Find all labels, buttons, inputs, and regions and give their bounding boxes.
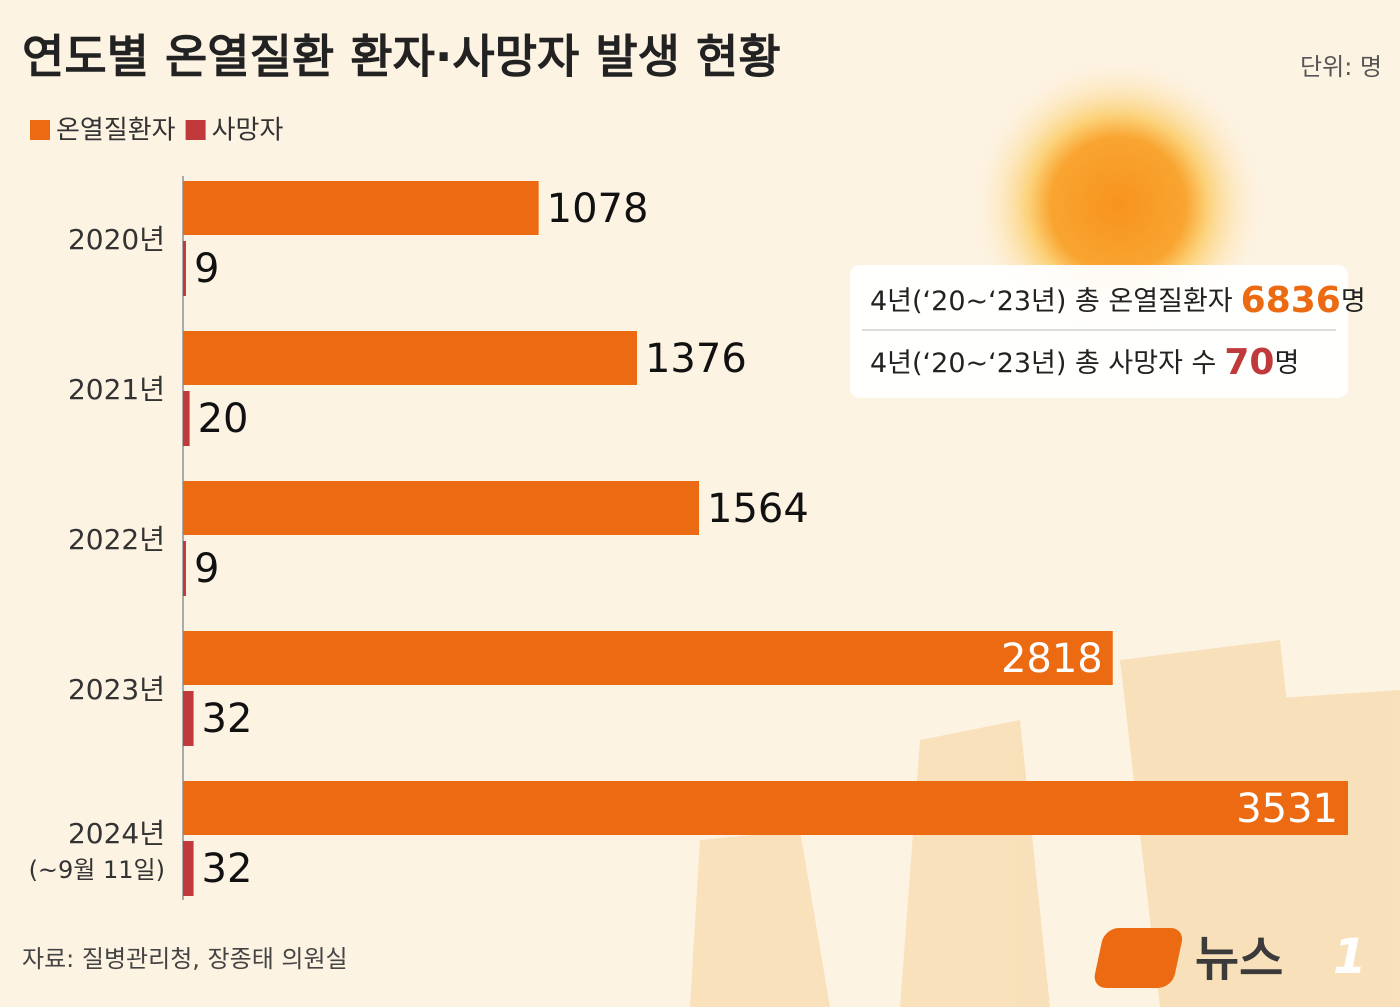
bar bbox=[183, 781, 1348, 835]
category-label: 2024년 (~9월 11일) bbox=[29, 817, 165, 884]
bar bbox=[183, 691, 194, 746]
summary-prefix: 4년(‘20~‘23년) 총 온열질환자 bbox=[870, 286, 1233, 317]
summary-box bbox=[850, 265, 1348, 398]
logo-text: 뉴스 bbox=[1195, 931, 1283, 987]
summary-value: 70 bbox=[1224, 342, 1274, 383]
value-label: 20 bbox=[198, 396, 249, 442]
legend-swatch bbox=[30, 120, 50, 140]
value-label: 2818 bbox=[1001, 636, 1103, 682]
legend-label: 온열질환자 bbox=[56, 116, 176, 146]
logo-mark: 1 bbox=[1333, 929, 1366, 985]
logo-badge bbox=[1094, 928, 1183, 988]
value-label: 9 bbox=[194, 246, 219, 292]
summary-line: 4년(‘20~‘23년) 총 온열질환자 6836명 bbox=[870, 280, 1366, 321]
summary-suffix: 명 bbox=[1274, 348, 1299, 379]
unit-label: 단위: 명 bbox=[1300, 53, 1382, 81]
category-label: 2023년 bbox=[68, 673, 165, 706]
value-label: 3531 bbox=[1236, 786, 1338, 832]
summary-suffix: 명 bbox=[1341, 286, 1366, 317]
chart-title: 연도별 온열질환 환자·사망자 발생 현황 bbox=[22, 30, 781, 84]
bar bbox=[183, 841, 194, 896]
category-label: 2021년 bbox=[68, 373, 165, 406]
summary-value: 6836 bbox=[1241, 280, 1341, 321]
category-label: 2022년 bbox=[68, 523, 165, 556]
legend-swatch bbox=[185, 120, 206, 140]
value-label: 1376 bbox=[645, 336, 747, 382]
bar bbox=[183, 481, 700, 535]
bar bbox=[183, 631, 1113, 685]
source: 자료: 질병관리청, 장종태 의원실 bbox=[22, 945, 348, 973]
value-label: 1564 bbox=[707, 486, 809, 532]
bar bbox=[183, 541, 186, 596]
bar bbox=[183, 391, 190, 446]
bar bbox=[183, 241, 186, 296]
bar bbox=[183, 181, 539, 235]
category-label: 2020년 bbox=[68, 223, 165, 256]
bar bbox=[183, 331, 637, 385]
legend-label: 사망자 bbox=[212, 116, 284, 146]
value-label: 32 bbox=[202, 696, 253, 742]
value-label: 1078 bbox=[547, 186, 649, 232]
summary-line: 4년(‘20~‘23년) 총 사망자 수 70명 bbox=[870, 342, 1299, 383]
logo: 뉴스 1 bbox=[1094, 928, 1366, 988]
value-label: 32 bbox=[202, 846, 253, 892]
value-label: 9 bbox=[194, 546, 219, 592]
summary-prefix: 4년(‘20~‘23년) 총 사망자 수 bbox=[870, 348, 1216, 379]
